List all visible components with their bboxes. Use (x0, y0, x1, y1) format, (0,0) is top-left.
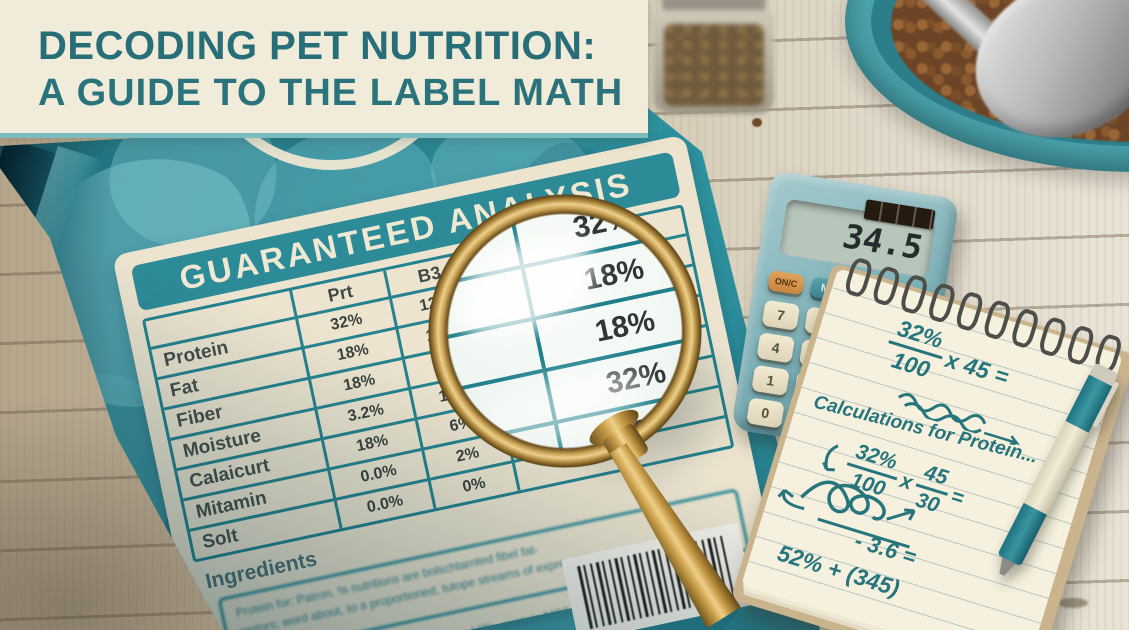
handwritten-equation-2: 32% 100 x 45 30 = (813, 430, 971, 524)
title-banner: DECODING PET NUTRITION: A GUIDE TO THE L… (0, 0, 648, 138)
calculator-key-onc: ON/C (767, 269, 805, 296)
wood-knot (1058, 598, 1088, 608)
calculator-key-7: 7 (761, 299, 801, 331)
curve-arrow-icon (822, 443, 839, 471)
kibble-crumb (752, 118, 762, 127)
magnifying-glass-rim (428, 194, 702, 468)
page-title-line2: A GUIDE TO THE LABEL MATH (38, 72, 624, 114)
page-title-line1: DECODING PET NUTRITION: (38, 24, 597, 68)
treat-jar (648, 0, 780, 118)
spiral-notepad: 32% 100 x 45 = Calculations for Protein..… (730, 256, 1129, 630)
jar-treats (664, 24, 764, 106)
scribble-loops (777, 480, 916, 549)
